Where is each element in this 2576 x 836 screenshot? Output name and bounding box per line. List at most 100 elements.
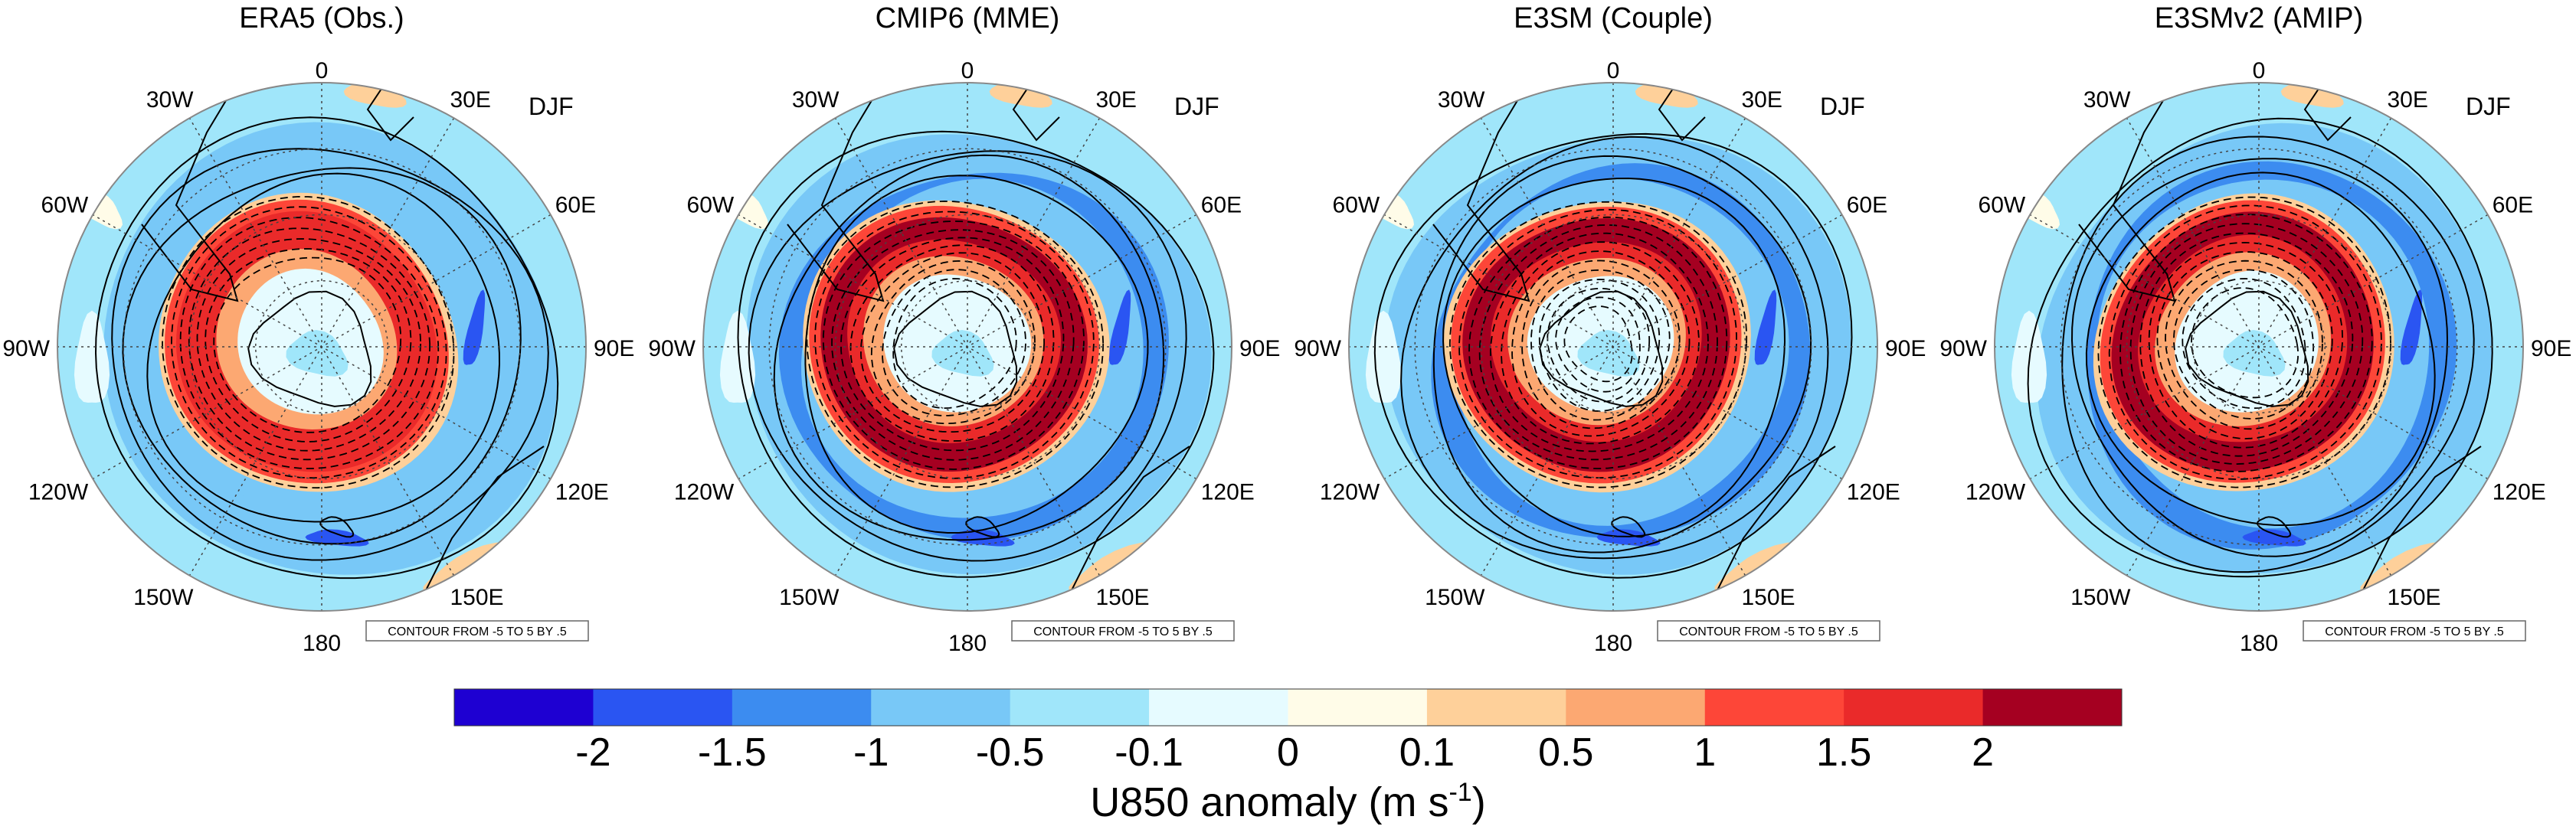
strong-easterly-anomaly	[463, 289, 486, 365]
map-field	[1995, 83, 2523, 611]
pale-anomaly	[1365, 310, 1402, 403]
longitude-label: 150E	[1742, 585, 1795, 610]
contour-dashed	[1468, 216, 1728, 469]
colorbar-tick-label: -0.5	[976, 730, 1045, 775]
contour-dashed	[205, 248, 412, 442]
map-panel: E3SM (Couple) 0 30E 60E 90E 120E 150E 180 150W 12…	[1294, 2, 1926, 656]
map-border	[702, 82, 1232, 612]
colorbar-swatch	[1704, 689, 1844, 726]
longitude-label: 30E	[2388, 87, 2428, 113]
contour-note: CONTOUR FROM -5 TO 5 BY .5	[1011, 620, 1235, 642]
contour-dashed	[162, 195, 455, 489]
contour-dashed	[882, 269, 1026, 416]
contour-dashed	[1538, 279, 1661, 412]
contour-dashed	[1530, 269, 1671, 421]
contour-note-box	[2303, 620, 2526, 642]
contour-dashed	[2148, 241, 2344, 449]
africa-coastline	[2303, 86, 2352, 142]
latitude-circle	[2060, 148, 2458, 546]
meridian-line	[188, 117, 455, 576]
contour-dashed	[170, 206, 447, 479]
colorbar-label-sup: -1	[1448, 778, 1471, 807]
pale-anomaly	[719, 310, 756, 403]
contour-note-text: CONTOUR FROM -5 TO 5 BY .5	[1033, 625, 1213, 638]
contour-dashed	[814, 211, 1095, 479]
longitude-label: 180	[2240, 631, 2278, 656]
longitude-label: 0	[2253, 58, 2266, 83]
longitude-label: 120E	[555, 480, 609, 505]
colorbar: -2 -1.5 -1 -0.5 -0.1 0 0.1 0.5 1 1.5 2 U850 anomaly…	[453, 688, 2123, 825]
longitude-label: 0	[316, 58, 329, 83]
meridian-line	[1480, 117, 1746, 576]
contour-note-text: CONTOUR FROM -5 TO 5 BY .5	[1679, 625, 1858, 638]
latitude-circle	[1480, 214, 1746, 480]
colorbar-tick-label: 1.5	[1816, 730, 1871, 775]
longitude-label: 30E	[1742, 87, 1782, 113]
polar-anomaly	[286, 330, 349, 377]
colorbar-tick-label: -2	[575, 730, 610, 775]
longitude-label: 150W	[779, 585, 840, 610]
contour-note-box	[1011, 620, 1235, 642]
contour-dashed	[2129, 223, 2364, 465]
contour-note: CONTOUR FROM -5 TO 5 BY .5	[365, 620, 589, 642]
longitude-label: 120W	[28, 480, 89, 505]
longitude-label: 30W	[792, 87, 840, 113]
contour-note-box	[365, 620, 589, 642]
map-field	[1349, 83, 1877, 611]
longitude-label: 180	[303, 631, 341, 656]
longitude-label: 90W	[648, 336, 696, 361]
colorbar-tick-label: 0.1	[1399, 730, 1455, 775]
contour-dashed	[1478, 224, 1718, 461]
contour-dashed	[859, 252, 1046, 433]
new-zealand-coastline	[2257, 516, 2292, 538]
longitude-label: 120W	[1320, 480, 1380, 505]
latitude-circle	[188, 214, 455, 480]
latitude-circle	[2126, 214, 2392, 480]
contour-solid	[146, 172, 501, 523]
africa-coastline	[1012, 86, 1060, 142]
south-america-coastline	[787, 93, 885, 302]
latitude-circle	[834, 214, 1101, 480]
strong-easterly-anomaly	[1108, 289, 1131, 365]
season-label: DJF	[1820, 93, 1865, 120]
contour-dashed	[892, 278, 1017, 410]
colorbar-label-end: )	[1472, 779, 1486, 825]
contour-note: CONTOUR FROM -5 TO 5 BY .5	[2303, 620, 2526, 642]
contour-note-text: CONTOUR FROM -5 TO 5 BY .5	[388, 625, 567, 638]
australia-coastline	[1712, 446, 1836, 600]
colorbar-swatch	[1010, 689, 1150, 726]
longitude-label: 30W	[2083, 87, 2131, 113]
contour-dashed	[1458, 208, 1737, 479]
longitude-label: 30W	[1438, 87, 1485, 113]
new-zealand-coastline	[965, 516, 1000, 538]
colorbar-frame	[453, 688, 2123, 727]
contour-dashed	[2156, 251, 2333, 439]
map-border	[1994, 82, 2524, 612]
contour-note-box	[1657, 620, 1880, 642]
strong-easterly-anomaly	[2400, 289, 2423, 365]
longitude-label: 60W	[687, 193, 735, 218]
contour-dashed	[2139, 232, 2354, 457]
contour-dashed	[1511, 250, 1691, 437]
antarctica-coastline	[893, 290, 1018, 407]
longitude-label: 30E	[1096, 87, 1137, 113]
season-label: DJF	[2466, 93, 2511, 120]
polar-anomaly	[931, 330, 994, 377]
longitude-label: 90E	[2531, 336, 2571, 361]
longitude-label: 180	[1594, 631, 1632, 656]
contour-solid	[804, 175, 1149, 534]
longitude-label: 180	[948, 631, 987, 656]
contour-dashed	[831, 229, 1075, 461]
map-panel: CMIP6 (MME) 0 30E 60E 90E 120E 150E 180 150W 120W…	[648, 2, 1280, 656]
contour-dashed	[1490, 232, 1709, 452]
longitude-label: 90E	[1239, 336, 1280, 361]
contour-note: CONTOUR FROM -5 TO 5 BY .5	[1657, 620, 1880, 642]
longitude-label: 0	[961, 58, 974, 83]
strong-easterly-anomaly	[1754, 289, 1777, 365]
colorbar-swatch	[732, 689, 872, 726]
colorbar-tick-label: 2	[1972, 730, 1994, 775]
contour-dashed	[840, 237, 1065, 452]
panel-title: E3SMv2 (AMIP)	[2155, 2, 2363, 34]
contour-note-text: CONTOUR FROM -5 TO 5 BY .5	[2325, 625, 2504, 638]
contour-dashed	[823, 220, 1085, 470]
